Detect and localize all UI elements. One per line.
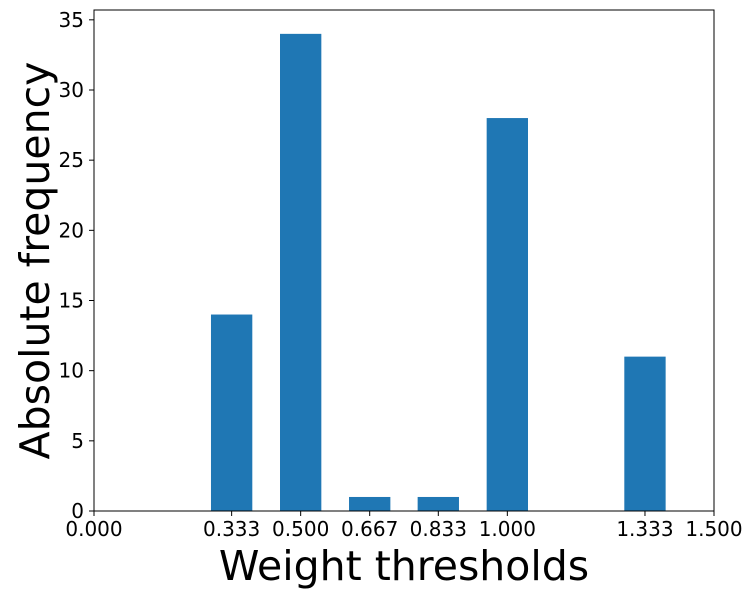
y-tick-label: 5: [71, 429, 84, 453]
x-tick-label: 0.500: [272, 517, 329, 541]
x-axis-title: Weight thresholds: [219, 542, 589, 590]
y-tick-label: 25: [59, 148, 84, 172]
x-tick-label: 0.333: [203, 517, 260, 541]
y-tick-label: 35: [59, 8, 84, 32]
y-axis-title: Absolute frequency: [11, 62, 59, 460]
x-tick-label: 0.667: [341, 517, 398, 541]
bar-0.333: [210, 314, 253, 511]
bar-0.667: [349, 496, 391, 511]
y-tick-label: 15: [59, 288, 84, 312]
x-tick-label: 0.000: [65, 517, 122, 541]
x-tick-label: 1.000: [479, 517, 536, 541]
bar-1.333: [624, 356, 666, 511]
x-tick-label: 0.833: [410, 517, 467, 541]
bar-1.000: [486, 118, 528, 511]
bar-0.500: [280, 33, 322, 511]
y-axis: 0 5 10 15 20 25 30 35: [59, 8, 94, 523]
plot-frame: [93, 9, 715, 512]
y-tick-label: 10: [59, 359, 84, 383]
y-tick-label: 0: [71, 499, 84, 523]
x-axis: 0.000 0.333 0.500 0.667 0.833 1.000 1.333 1.500: [65, 511, 743, 541]
x-tick-label: 1.333: [616, 517, 673, 541]
x-tick-label: 1.500: [685, 517, 742, 541]
bar-0.833: [417, 496, 459, 511]
y-tick-label: 20: [59, 218, 84, 242]
y-tick-label: 30: [59, 78, 84, 102]
bars-group: [210, 33, 666, 511]
